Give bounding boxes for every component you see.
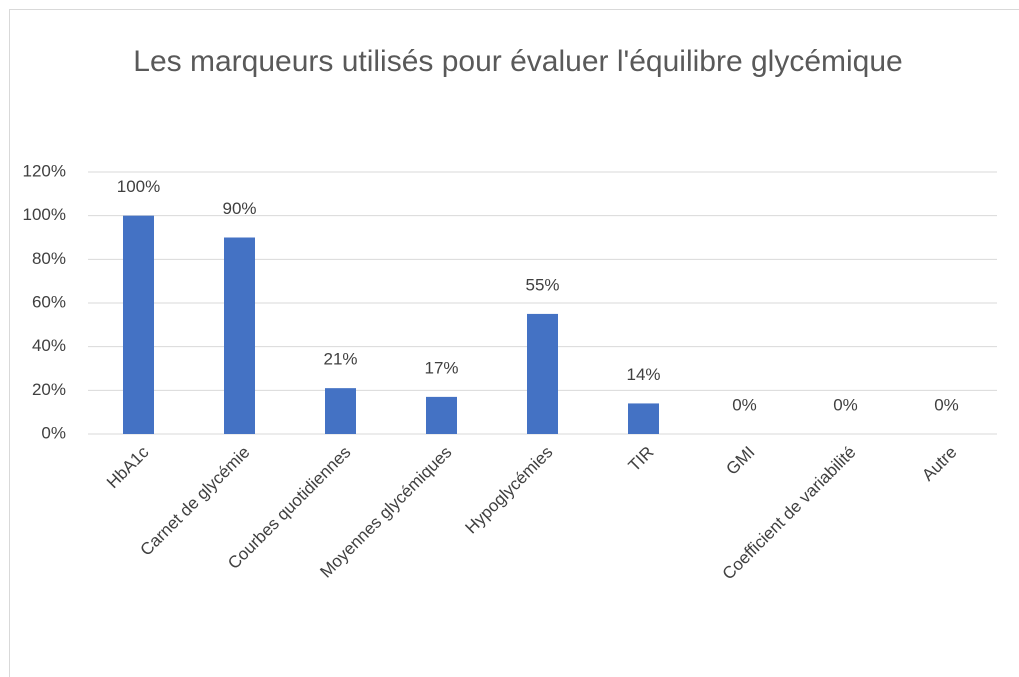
x-tick-label: Hypoglycémies xyxy=(462,443,557,538)
chart-border xyxy=(9,9,1019,677)
data-label: 14% xyxy=(626,365,660,384)
y-tick-label: 20% xyxy=(32,380,66,399)
bar xyxy=(527,313,558,434)
x-tick-label: Carnet de glycémie xyxy=(136,443,253,560)
y-tick-label: 100% xyxy=(23,205,66,224)
x-tick-label: Autre xyxy=(918,443,960,485)
data-label: 0% xyxy=(833,395,858,414)
data-label: 100% xyxy=(117,177,160,196)
y-tick-label: 40% xyxy=(32,336,66,355)
x-tick-label: HbA1c xyxy=(103,442,153,492)
data-label: 0% xyxy=(732,395,757,414)
data-label: 21% xyxy=(323,350,357,369)
bar xyxy=(628,403,659,434)
bar xyxy=(224,237,255,434)
bar xyxy=(123,215,154,434)
x-tick-label: TIR xyxy=(625,443,658,476)
data-label: 90% xyxy=(222,199,256,218)
y-tick-label: 80% xyxy=(32,249,66,268)
data-label: 17% xyxy=(424,358,458,377)
data-label: 55% xyxy=(525,275,559,294)
x-tick-label: GMI xyxy=(722,443,758,479)
y-tick-label: 0% xyxy=(41,423,66,442)
chart-title: Les marqueurs utilisés pour évaluer l'éq… xyxy=(133,45,903,78)
y-tick-label: 60% xyxy=(32,292,66,311)
bar xyxy=(426,396,457,434)
data-label: 0% xyxy=(934,395,959,414)
y-tick-label: 120% xyxy=(23,161,66,180)
bar xyxy=(325,388,356,434)
